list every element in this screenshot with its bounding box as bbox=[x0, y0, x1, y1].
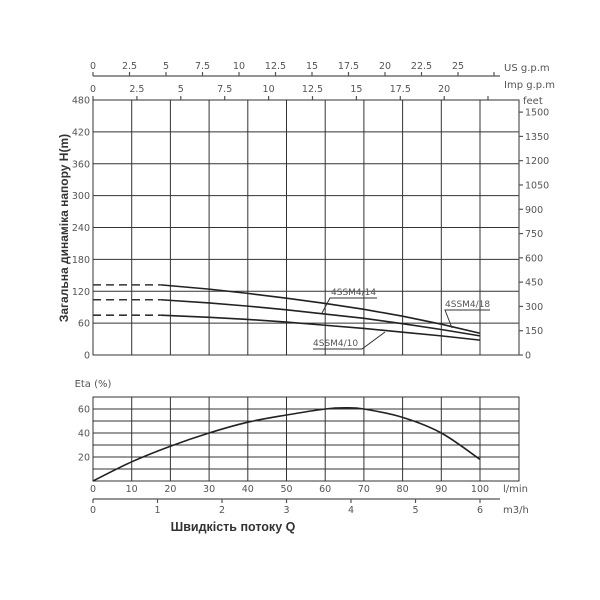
eff-curve bbox=[92, 406, 481, 482]
flow-axis-title: Швидкість потоку Q bbox=[171, 520, 296, 534]
imp-gpm-tick-label: 15 bbox=[350, 84, 362, 95]
label-4ssm4-14: 4SSM4/14 bbox=[331, 288, 376, 298]
imp-gpm-tick-label: 20 bbox=[438, 84, 450, 95]
leader-line-18 bbox=[444, 309, 490, 329]
us-gpm-tick-label: 22.5 bbox=[411, 61, 432, 72]
head-y-tick-label: 420 bbox=[72, 127, 90, 138]
feet-tick-label: 0 bbox=[525, 351, 531, 362]
eff-x-tick-label: 40 bbox=[242, 484, 254, 495]
eff-x-tick-label: 100 bbox=[471, 484, 489, 495]
m3h-unit-label: m3/h bbox=[503, 505, 529, 516]
head-curve-4ssm4-18 bbox=[160, 284, 481, 334]
us-gpm-tick-label: 0 bbox=[90, 61, 96, 72]
eff-y-axis-title: Eta (%) bbox=[75, 379, 112, 390]
imp-gpm-tick-label: 7.5 bbox=[217, 84, 232, 95]
eff-x-tick-label: 20 bbox=[164, 484, 176, 495]
us-gpm-tick-label: 12.5 bbox=[265, 61, 286, 72]
imp-gpm-unit-label: Imp g.p.m bbox=[504, 80, 555, 91]
head-y-axis-title: Загальна динаміка напору H(m) bbox=[57, 134, 71, 322]
eff-x-tick-label: 0 bbox=[90, 484, 96, 495]
head-y-tick-label: 0 bbox=[84, 351, 90, 362]
imp-gpm-tick-label: 5 bbox=[178, 84, 184, 95]
eff-x-tick-label: 90 bbox=[435, 484, 447, 495]
head-curve-4ssm4-14 bbox=[160, 298, 481, 337]
feet-tick-label: 300 bbox=[525, 302, 543, 313]
feet-unit-label: feet bbox=[523, 96, 543, 107]
m3h-tick-label: 4 bbox=[348, 505, 354, 516]
feet-tick-label: 1350 bbox=[525, 132, 549, 143]
leader-line-10 bbox=[313, 331, 386, 350]
imp-gpm-tick-label: 17.5 bbox=[390, 84, 411, 95]
feet-tick-label: 1200 bbox=[525, 156, 549, 167]
us-gpm-tick-label: 5 bbox=[163, 61, 169, 72]
eff-y-tick-label: 60 bbox=[78, 405, 90, 416]
head-y-tick-label: 360 bbox=[72, 159, 90, 170]
head-y-tick-label: 300 bbox=[72, 191, 90, 202]
imp-gpm-tick-label: 2.5 bbox=[129, 84, 144, 95]
us-gpm-tick-label: 2.5 bbox=[122, 61, 137, 72]
m3h-tick-label: 2 bbox=[219, 505, 225, 516]
eff-y-tick-label: 20 bbox=[78, 453, 90, 464]
us-gpm-tick-label: 15 bbox=[306, 61, 318, 72]
label-4ssm4-10: 4SSM4/10 bbox=[313, 339, 358, 349]
head-curve-4ssm4-10 bbox=[160, 314, 481, 341]
leader-line-14 bbox=[321, 297, 377, 314]
eff-x-tick-label: 70 bbox=[358, 484, 370, 495]
feet-tick-label: 450 bbox=[525, 278, 543, 289]
us-gpm-tick-label: 7.5 bbox=[195, 61, 210, 72]
feet-tick-label: 900 bbox=[525, 205, 543, 216]
us-gpm-unit-label: US g.p.m bbox=[504, 63, 550, 74]
us-gpm-tick-label: 17.5 bbox=[338, 61, 359, 72]
us-gpm-tick-label: 10 bbox=[233, 61, 245, 72]
feet-tick-label: 750 bbox=[525, 229, 543, 240]
eff-x-tick-label: 80 bbox=[397, 484, 409, 495]
head-y-tick-label: 60 bbox=[78, 319, 90, 330]
feet-tick-label: 1500 bbox=[525, 108, 549, 119]
eff-x-tick-label: 10 bbox=[126, 484, 138, 495]
feet-tick-label: 600 bbox=[525, 253, 543, 264]
us-gpm-tick-label: 20 bbox=[379, 61, 391, 72]
m3h-tick-label: 1 bbox=[154, 505, 160, 516]
eff-x-tick-label: 30 bbox=[203, 484, 215, 495]
imp-gpm-tick-label: 12.5 bbox=[302, 84, 323, 95]
imp-gpm-tick-label: 0 bbox=[90, 84, 96, 95]
us-gpm-tick-label: 25 bbox=[452, 61, 464, 72]
feet-tick-label: 150 bbox=[525, 326, 543, 337]
feet-tick-label: 1050 bbox=[525, 180, 549, 191]
m3h-tick-label: 6 bbox=[477, 505, 483, 516]
lmin-unit-label: l/min bbox=[503, 484, 528, 495]
head-y-tick-label: 240 bbox=[72, 223, 90, 234]
m3h-tick-label: 5 bbox=[412, 505, 418, 516]
eff-chart-frame bbox=[92, 396, 520, 482]
head-y-tick-label: 480 bbox=[72, 96, 90, 107]
m3h-tick-label: 3 bbox=[283, 505, 289, 516]
eff-x-tick-label: 50 bbox=[280, 484, 292, 495]
head-y-tick-label: 120 bbox=[72, 287, 90, 298]
imp-gpm-tick-label: 10 bbox=[263, 84, 275, 95]
head-y-tick-label: 180 bbox=[72, 255, 90, 266]
m3h-tick-label: 0 bbox=[90, 505, 96, 516]
eff-y-tick-label: 40 bbox=[78, 429, 90, 440]
eff-x-tick-label: 60 bbox=[319, 484, 331, 495]
label-4ssm4-18: 4SSM4/18 bbox=[445, 300, 490, 310]
